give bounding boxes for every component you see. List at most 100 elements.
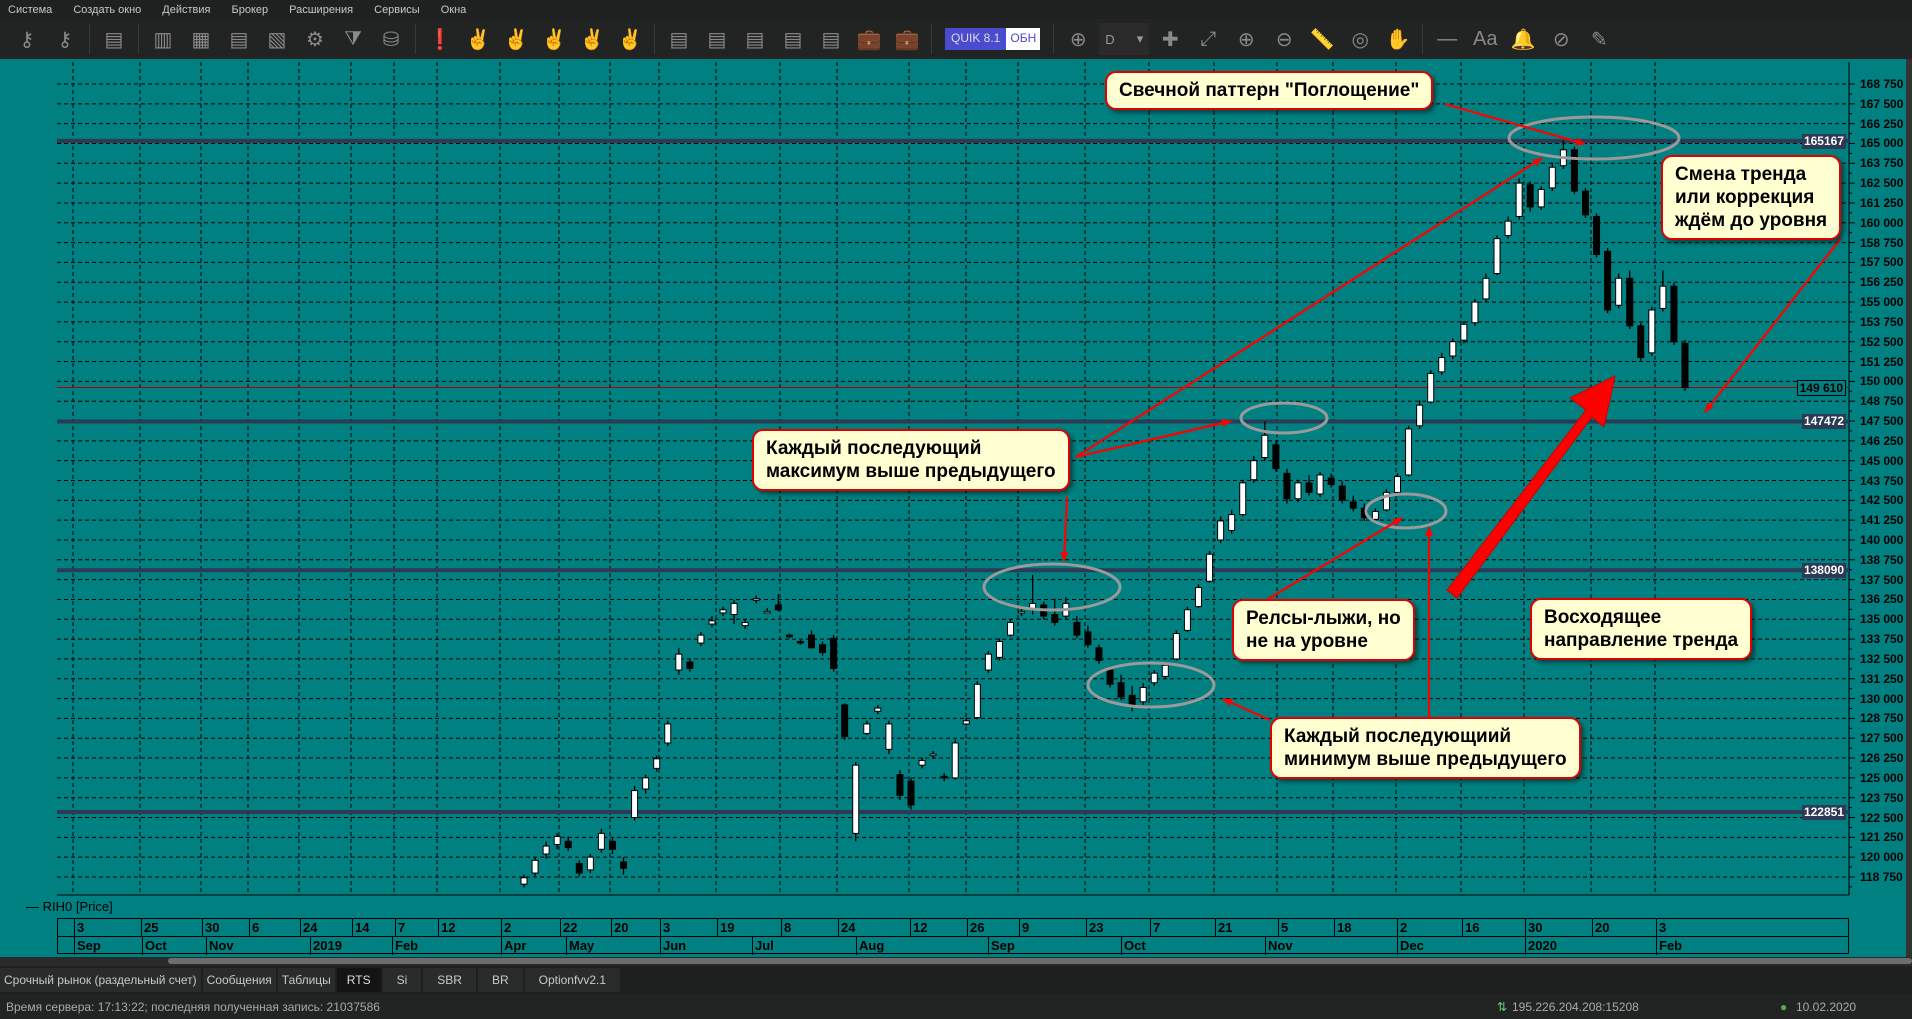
note-engulfing: Свечной паттерн "Поглощение" [1105,71,1434,110]
candle [1239,479,1247,517]
scrollbar-thumb[interactable] [168,958,1912,964]
vertical-scrollbar[interactable] [1906,59,1912,957]
price-tick-label: 146 250 [1860,433,1904,448]
highlight-ellipse [1239,401,1329,435]
filter-icon[interactable]: ⧩ [344,27,362,50]
table-window-icon[interactable]: ▤ [229,28,249,51]
line-tool-icon[interactable]: — [1437,27,1458,50]
candle-body [1648,309,1656,354]
order-doc-icon[interactable]: ▤ [821,28,841,51]
menu-item[interactable]: Создать окно [73,3,142,16]
settings-window-icon[interactable]: ⚙ [306,28,324,51]
hand-pan-icon[interactable]: ✋ [1385,28,1411,51]
order-hand-icon[interactable]: ▤ [707,28,727,51]
tab-таблицы[interactable]: Таблицы [277,968,335,992]
period-dropdown[interactable]: D ▾ [1099,23,1150,55]
candle-body [852,764,860,834]
handshake-window-icon[interactable]: ▧ [267,28,287,51]
tab-si[interactable]: Si [382,968,422,992]
toolbar-separator [89,24,90,54]
candle [907,777,915,810]
tab-rts[interactable]: RTS [336,968,381,992]
candle [1570,146,1578,195]
highlight-ellipse [982,562,1122,612]
order-window-icon[interactable]: ▤ [669,28,689,51]
candle [1482,273,1490,303]
alert-icon[interactable]: ❗ [427,28,453,51]
candle [1405,425,1413,477]
new-window-icon[interactable]: ▤ [104,28,124,51]
hand-dollar-icon[interactable]: ✌ [617,28,643,51]
candle [1593,213,1601,258]
hand-x-icon[interactable]: ✌ [541,28,567,51]
date-day-label: 6 [249,919,259,937]
workspace-tabs: Срочный рынок (раздельный счет) Сообщения… [0,968,620,992]
date-day-label: 30 [202,919,219,937]
candle-body [1117,682,1125,698]
alert-bell-icon[interactable]: 🔔 [1510,28,1536,51]
text-tool-icon[interactable]: Aa [1473,27,1498,50]
candle-body [830,637,838,669]
fit-screen-icon[interactable]: ⤢ [1200,27,1217,50]
candle [984,650,992,674]
database-icon[interactable]: ⛁ [382,28,400,51]
menu-item[interactable]: Расширения [289,3,354,16]
candle-body [708,620,716,625]
portfolio-icon[interactable]: 💼 [856,28,882,51]
connection-address: 195.226.204.208:15208 [1512,1000,1639,1014]
candle [1327,473,1335,488]
menu-item[interactable]: Брокер [231,3,269,16]
quik-version-badge[interactable]: QUIK 8.1 ОБН [945,28,1041,50]
chart-window-icon[interactable]: ▥ [153,28,173,51]
order-dollar2-icon[interactable]: ▤ [783,28,803,51]
zoom-in-icon[interactable]: ⊕ [1237,28,1255,51]
price-tick-label: 143 750 [1860,473,1904,488]
add-indicator-icon[interactable]: ⊕ [1069,28,1087,51]
price-tick-label: 126 250 [1860,751,1904,766]
menu-item[interactable]: Сервисы [374,3,420,16]
portfolio-dollar-icon[interactable]: 💼 [894,28,920,51]
key-delete-icon[interactable]: ⚷ [57,28,73,51]
hand-icon[interactable]: ✌ [503,28,529,51]
date-day-label: 19 [717,919,734,937]
price-tick-label: 147 500 [1860,414,1904,429]
tab-срочный-рынок-раздельный-счет-[interactable]: Срочный рынок (раздельный счет) [0,968,201,992]
hide-icon[interactable]: ⊘ [1552,28,1570,51]
tab-sbr[interactable]: SBR [423,968,476,992]
candle [1095,644,1103,664]
date-day-label: 16 [1462,919,1479,937]
menu-item[interactable]: Окна [440,3,467,16]
menu-item[interactable]: Система [8,3,53,16]
scatter-window-icon[interactable]: ▦ [191,28,211,51]
candle-body [929,753,937,757]
candle-body [984,653,992,671]
series-legend[interactable]: — RIH0 [Price] [26,899,113,914]
note-higher-lows: Каждый последующиий минимум выше предыдущ… [1270,717,1581,779]
date-day-label: 14 [352,919,369,937]
order-dollar-icon[interactable]: ▤ [745,28,765,51]
highlight-ellipse [1364,492,1448,530]
horizontal-scrollbar[interactable] [0,957,1912,966]
tab-br[interactable]: BR [477,968,523,992]
note-higher-highs: Каждый последующий максимум выше предыдущ… [752,429,1070,491]
candle [1394,473,1402,494]
menu-item[interactable]: Действия [162,3,211,16]
candle-body [1570,149,1578,192]
candle-body [995,640,1003,658]
hand-t-icon[interactable]: ✌ [465,28,491,51]
pencils-icon[interactable]: ✎ [1590,28,1608,51]
candle [620,857,628,875]
date-day-label: 8 [781,919,791,937]
date-day-label: 24 [838,919,855,937]
zoom-out-icon[interactable]: ⊖ [1275,28,1293,51]
tab-сообщения[interactable]: Сообщения [202,968,276,992]
hands-icon[interactable]: ✌ [579,28,605,51]
toolbar-separator [654,24,655,54]
candle-body [1659,285,1667,309]
note-text: Релсы-лыжи, но [1246,608,1401,629]
key-icon[interactable]: ⚷ [19,28,35,51]
ruler-icon[interactable]: 📏 [1309,28,1335,51]
crosshair-icon[interactable]: ✚ [1161,28,1179,51]
tab-optionfvv2-1[interactable]: Optionfvv2.1 [524,968,620,992]
target-icon[interactable]: ◎ [1351,28,1369,51]
